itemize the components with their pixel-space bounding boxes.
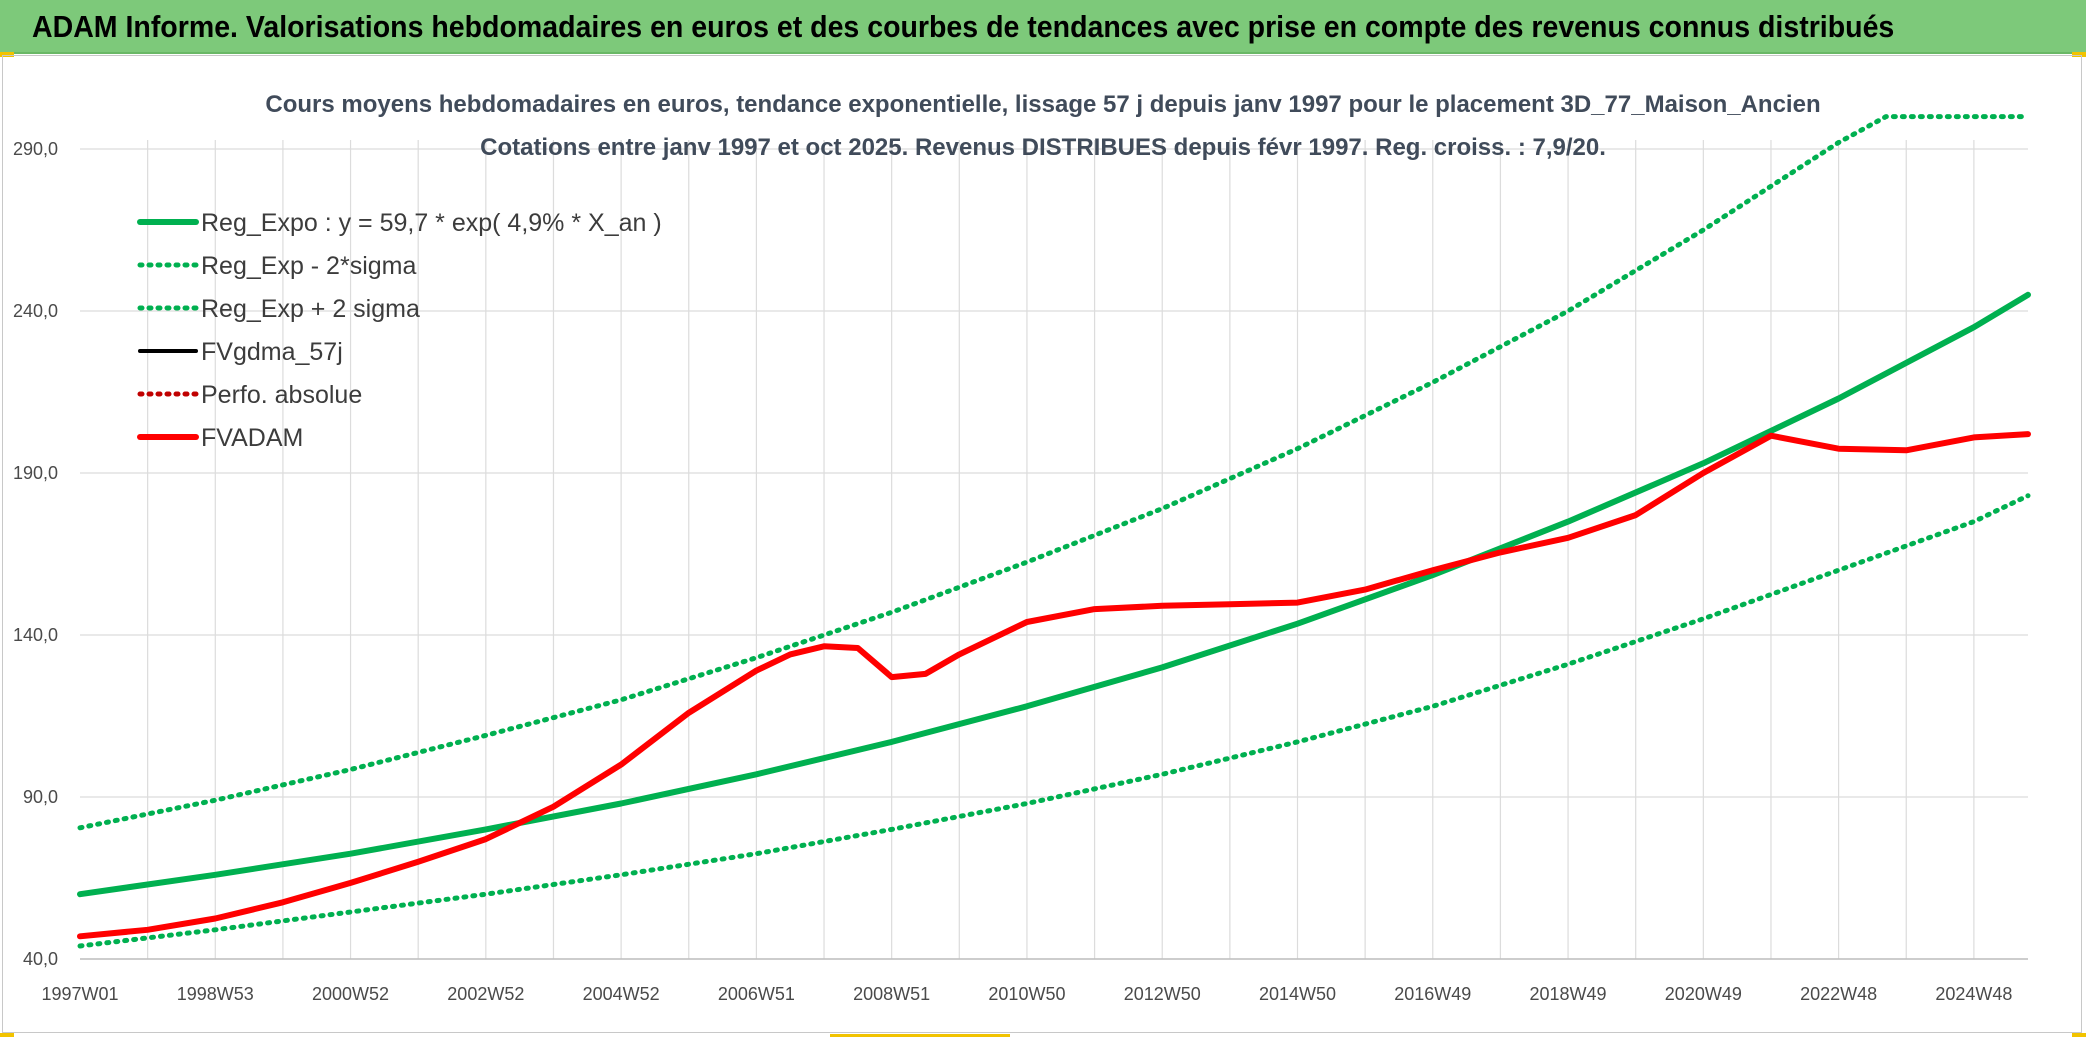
x-tick-label: 2012W50 [1124, 984, 1201, 1004]
x-tick-label: 2002W52 [447, 984, 524, 1004]
y-tick-label: 240,0 [13, 301, 58, 321]
corner-accent-right [2072, 52, 2086, 57]
series-line [77, 114, 2031, 831]
legend-label: FVgdma_57j [201, 338, 343, 366]
legend-label: Reg_Expo : y = 59,7 * exp( 4,9% * X_an ) [201, 209, 662, 237]
chart-title: Cours moyens hebdomadaires en euros, ten… [265, 91, 1820, 118]
corner-accent-bottom-left [0, 1033, 14, 1037]
x-tick-label: 2016W49 [1394, 984, 1471, 1004]
report-title: ADAM Informe. Valorisations hebdomadaire… [32, 9, 1895, 44]
x-tick-label: 1998W53 [177, 984, 254, 1004]
y-axis: 40,0 90,0 140,0 190,0 240,0 290,0 [13, 139, 58, 969]
series-lines [77, 114, 2031, 949]
x-tick-label: 2004W52 [583, 984, 660, 1004]
x-tick-label: 2022W48 [1800, 984, 1877, 1004]
x-tick-label: 2024W48 [1935, 984, 2012, 1004]
chart-frame [2, 55, 2082, 1033]
corner-accent-bottom-right [2072, 1033, 2086, 1037]
legend: Reg_Expo : y = 59,7 * exp( 4,9% * X_an )… [137, 209, 662, 452]
y-tick-label: 40,0 [23, 949, 58, 969]
x-tick-label: 1997W01 [41, 984, 118, 1004]
bottom-center-accent [830, 1034, 1010, 1037]
y-tick-label: 290,0 [13, 139, 58, 159]
legend-label: Perfo. absolue [201, 381, 362, 409]
series-line [77, 493, 2031, 949]
y-tick-label: 90,0 [23, 787, 58, 807]
x-tick-label: 2000W52 [312, 984, 389, 1004]
x-tick-label: 2006W51 [718, 984, 795, 1004]
legend-label: FVADAM [201, 424, 303, 452]
y-tick-label: 190,0 [13, 463, 58, 483]
legend-label: Reg_Exp - 2*sigma [201, 252, 416, 280]
series-line [77, 431, 2031, 940]
series-line [77, 291, 2031, 898]
report-banner: ADAM Informe. Valorisations hebdomadaire… [0, 0, 2086, 54]
x-tick-label: 2008W51 [853, 984, 930, 1004]
x-axis: 1997W01 1998W53 2000W52 2002W52 2004W52 2006W… [41, 984, 2012, 1004]
x-tick-label: 2020W49 [1665, 984, 1742, 1004]
x-tick-label: 2018W49 [1530, 984, 1607, 1004]
y-tick-label: 140,0 [13, 625, 58, 645]
gridlines [80, 140, 2028, 960]
x-tick-label: 2014W50 [1259, 984, 1336, 1004]
x-tick-label: 2010W50 [988, 984, 1065, 1004]
chart-subtitle: Cotations entre janv 1997 et oct 2025. R… [480, 134, 1606, 161]
corner-accent-left [0, 52, 14, 57]
legend-label: Reg_Exp + 2 sigma [201, 295, 420, 323]
